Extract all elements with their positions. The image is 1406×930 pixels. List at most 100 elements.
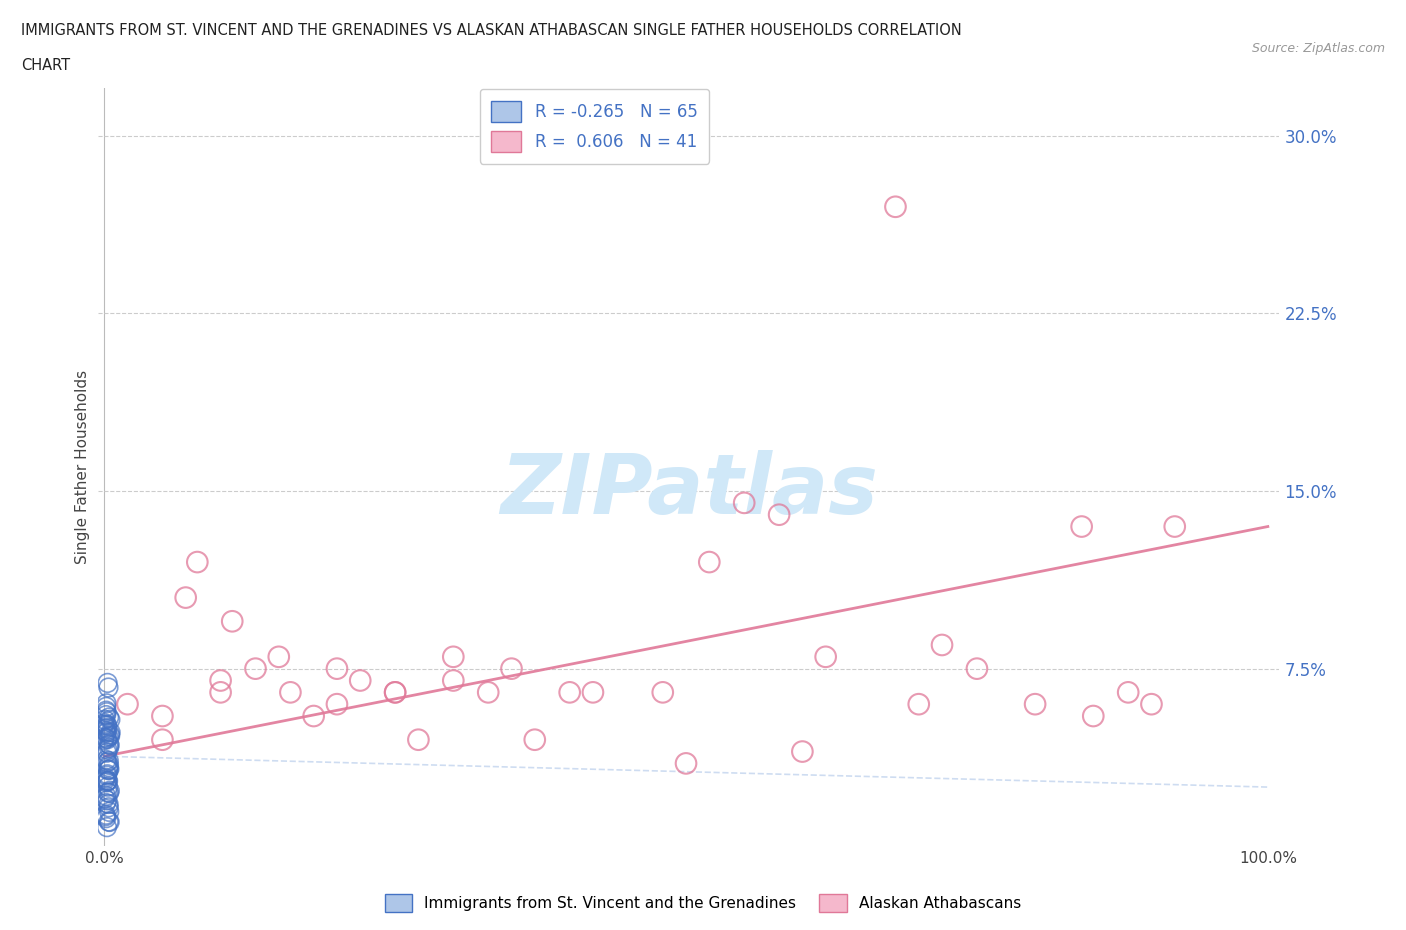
Point — [94, 789, 117, 804]
Point — [384, 684, 406, 699]
Point — [966, 661, 988, 676]
Point — [441, 673, 464, 688]
Point — [97, 779, 120, 794]
Point — [96, 725, 118, 740]
Point — [94, 712, 117, 727]
Point — [98, 804, 121, 819]
Point — [477, 684, 499, 699]
Point — [209, 673, 232, 688]
Point — [96, 699, 118, 714]
Y-axis label: Single Father Households: Single Father Households — [75, 370, 90, 565]
Point — [280, 684, 302, 699]
Point — [94, 724, 117, 738]
Point — [174, 591, 197, 605]
Point — [93, 716, 115, 731]
Point — [98, 740, 121, 755]
Point — [501, 661, 523, 676]
Legend: R = -0.265   N = 65, R =  0.606   N = 41: R = -0.265 N = 65, R = 0.606 N = 41 — [479, 89, 709, 164]
Point — [96, 811, 118, 826]
Point — [931, 638, 953, 653]
Point — [884, 199, 907, 214]
Point — [97, 680, 120, 695]
Point — [94, 708, 117, 723]
Point — [96, 774, 118, 789]
Point — [93, 718, 115, 733]
Point — [97, 774, 120, 789]
Point — [441, 649, 464, 664]
Point — [97, 729, 120, 744]
Point — [96, 732, 118, 747]
Point — [98, 762, 121, 777]
Point — [97, 757, 120, 772]
Point — [96, 724, 118, 739]
Point — [697, 554, 720, 569]
Point — [152, 709, 174, 724]
Point — [98, 815, 121, 830]
Point — [97, 814, 120, 829]
Point — [96, 774, 118, 789]
Point — [96, 752, 118, 767]
Point — [97, 785, 120, 800]
Point — [96, 819, 118, 834]
Point — [326, 697, 349, 711]
Legend: Immigrants from St. Vincent and the Grenadines, Alaskan Athabascans: Immigrants from St. Vincent and the Gren… — [378, 888, 1028, 918]
Point — [97, 760, 120, 775]
Point — [1083, 709, 1105, 724]
Point — [1164, 519, 1187, 534]
Point — [558, 684, 581, 699]
Point — [94, 807, 117, 822]
Point — [97, 675, 120, 690]
Point — [326, 661, 349, 676]
Point — [768, 507, 790, 522]
Point — [96, 768, 118, 783]
Point — [96, 696, 118, 711]
Point — [651, 684, 673, 699]
Point — [209, 684, 232, 699]
Point — [523, 732, 546, 747]
Point — [98, 783, 121, 798]
Point — [907, 697, 929, 711]
Point — [96, 717, 118, 732]
Point — [97, 800, 120, 815]
Point — [96, 731, 118, 746]
Point — [100, 724, 122, 739]
Point — [733, 496, 755, 511]
Point — [96, 767, 118, 782]
Point — [221, 614, 243, 629]
Point — [96, 720, 118, 735]
Text: ZIPatlas: ZIPatlas — [501, 449, 877, 530]
Point — [94, 703, 117, 718]
Point — [117, 697, 139, 711]
Point — [97, 796, 120, 811]
Point — [93, 733, 115, 748]
Point — [245, 661, 267, 676]
Text: IMMIGRANTS FROM ST. VINCENT AND THE GRENADINES VS ALASKAN ATHABASCAN SINGLE FATH: IMMIGRANTS FROM ST. VINCENT AND THE GREN… — [21, 23, 962, 38]
Point — [1024, 697, 1046, 711]
Point — [98, 710, 121, 724]
Point — [97, 763, 120, 777]
Point — [96, 718, 118, 733]
Point — [96, 705, 118, 720]
Point — [96, 742, 118, 757]
Point — [94, 790, 117, 805]
Point — [186, 554, 208, 569]
Point — [94, 722, 117, 737]
Point — [93, 730, 115, 745]
Point — [98, 785, 121, 800]
Point — [94, 796, 117, 811]
Point — [267, 649, 290, 664]
Point — [98, 737, 121, 751]
Point — [97, 753, 120, 768]
Point — [349, 673, 371, 688]
Point — [96, 745, 118, 760]
Point — [98, 729, 121, 744]
Point — [302, 709, 325, 724]
Point — [814, 649, 837, 664]
Point — [98, 712, 121, 727]
Text: CHART: CHART — [21, 58, 70, 73]
Point — [96, 755, 118, 770]
Point — [408, 732, 430, 747]
Point — [96, 793, 118, 808]
Point — [97, 763, 120, 777]
Point — [1140, 697, 1163, 711]
